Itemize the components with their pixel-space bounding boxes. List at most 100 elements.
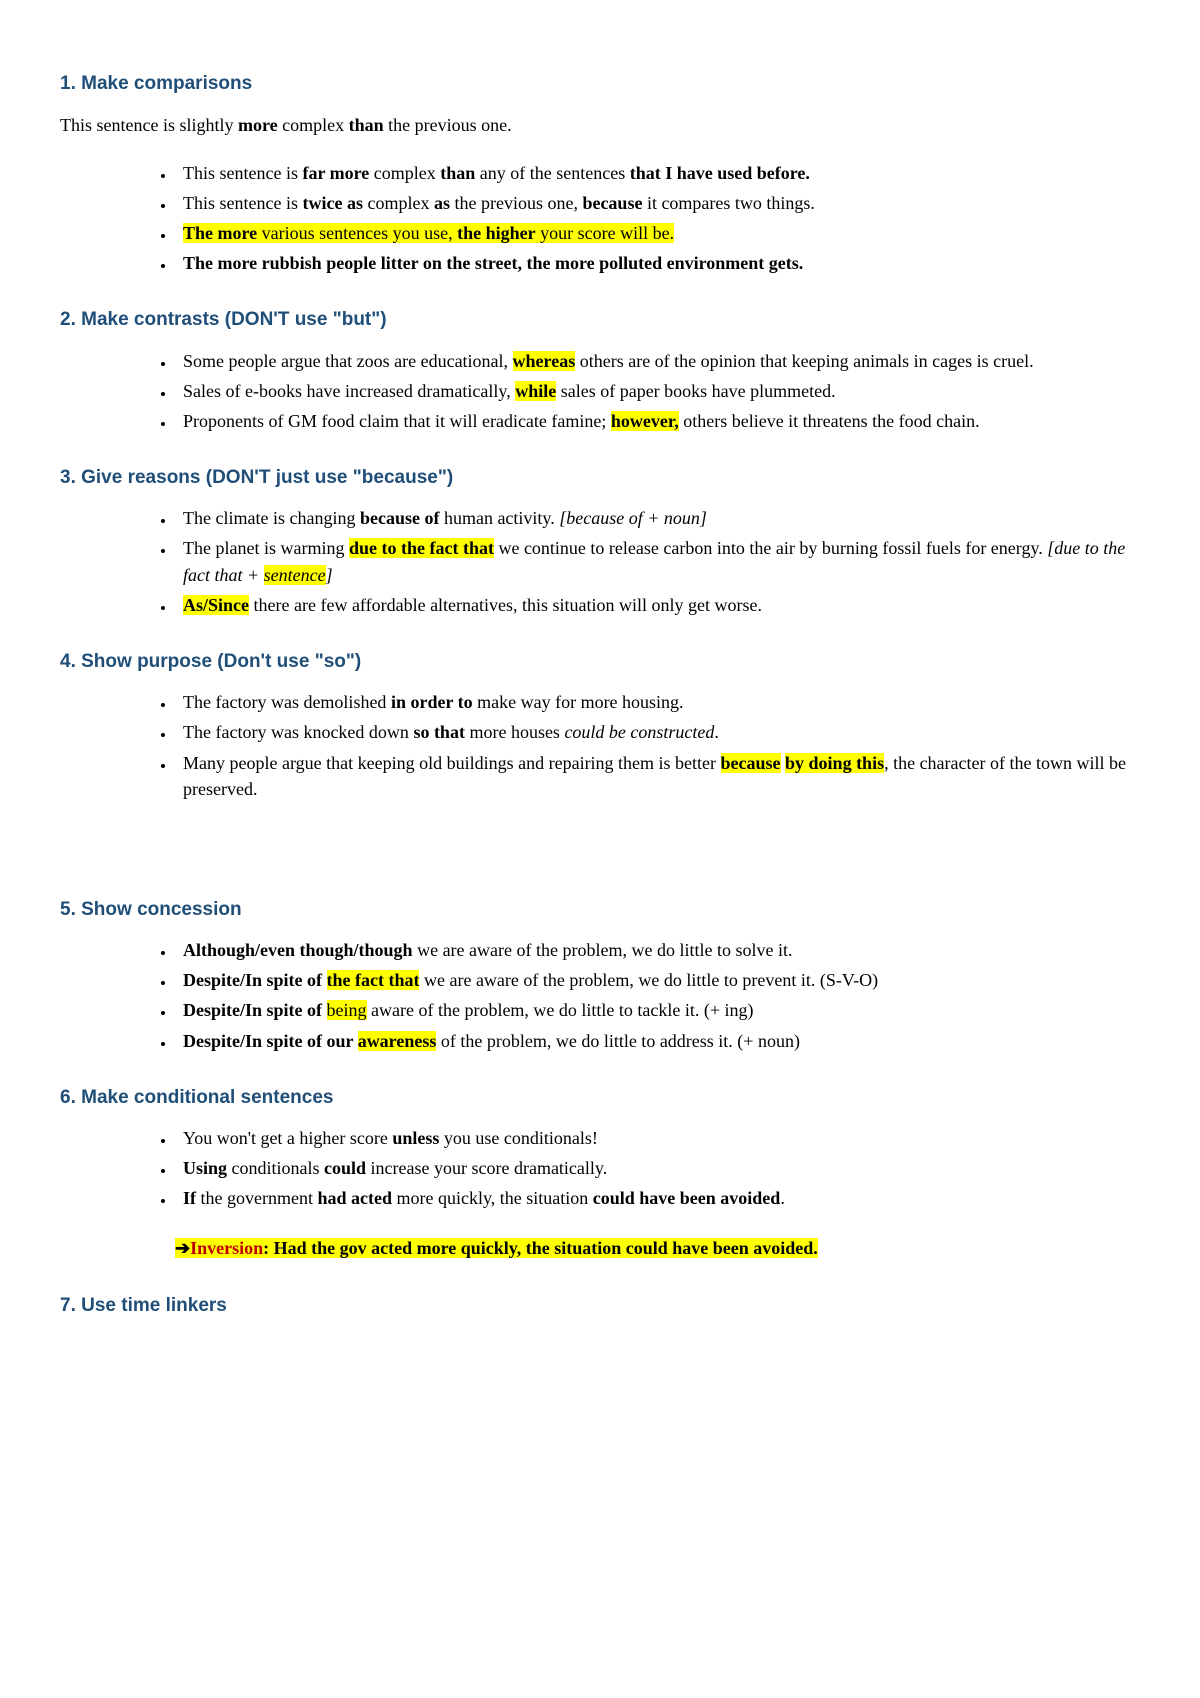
bold: had acted	[317, 1188, 392, 1208]
text: Sales of e-books have increased dramatic…	[183, 381, 515, 401]
list-item: Proponents of GM food claim that it will…	[175, 408, 1140, 434]
bold: The more	[183, 223, 257, 243]
text: Proponents of GM food claim that it will…	[183, 411, 611, 431]
section-5-list: Although/even though/though we are aware…	[60, 937, 1140, 1053]
bold: that I have used before.	[630, 163, 810, 183]
text: The planet is warming	[183, 538, 349, 558]
bold: :	[263, 1238, 274, 1258]
section-3-title: 3. Give reasons (DON'T just use "because…	[60, 464, 1140, 492]
highlight: ➔Inversion: Had the gov acted more quick…	[175, 1238, 818, 1258]
section-6-title: 6. Make conditional sentences	[60, 1084, 1140, 1112]
list-item: Sales of e-books have increased dramatic…	[175, 378, 1140, 404]
bold: Despite/In spite of	[183, 970, 327, 990]
section-1-lead: This sentence is slightly more complex t…	[60, 112, 1140, 138]
bold: Despite/In spite of our	[183, 1031, 358, 1051]
highlight-bold: because	[721, 753, 781, 773]
section-4-list: The factory was demolished in order to m…	[60, 689, 1140, 801]
bold: because of	[360, 508, 440, 528]
arrow-icon: ➔	[175, 1238, 190, 1258]
text: aware of the problem, we do little to ta…	[367, 1000, 754, 1020]
bold: the higher	[457, 223, 536, 243]
list-item: The factory was knocked down so that mor…	[175, 719, 1140, 745]
text: This sentence is slightly	[60, 115, 238, 135]
bold: The more rubbish people litter on the st…	[183, 253, 803, 273]
text: sales of paper books have plummeted.	[556, 381, 835, 401]
list-item: Some people argue that zoos are educatio…	[175, 348, 1140, 374]
bold: unless	[392, 1128, 439, 1148]
text: it compares two things.	[642, 193, 814, 213]
text: .	[780, 1188, 785, 1208]
highlight: sentence	[264, 565, 326, 585]
bold: If	[183, 1188, 196, 1208]
text: You won't get a higher score	[183, 1128, 392, 1148]
text: there are few affordable alternatives, t…	[249, 595, 762, 615]
highlight-bold: by doing this	[785, 753, 884, 773]
bold: so that	[413, 722, 465, 742]
text: complex	[363, 193, 434, 213]
italic: could be constructed	[564, 722, 714, 742]
text: we are aware of the problem, we do littl…	[413, 940, 793, 960]
bold: far more	[302, 163, 369, 183]
highlight-bold: while	[515, 381, 556, 401]
text: Many people argue that keeping old build…	[183, 753, 721, 773]
text: Some people argue that zoos are educatio…	[183, 351, 513, 371]
list-item: As/Since there are few affordable altern…	[175, 592, 1140, 618]
text: the previous one,	[450, 193, 582, 213]
text: of the problem, we do little to address …	[436, 1031, 800, 1051]
bold: than	[349, 115, 384, 135]
text: complex	[369, 163, 440, 183]
highlight-bold: whereas	[513, 351, 576, 371]
spacer	[60, 820, 1140, 866]
section-1-list: This sentence is far more complex than a…	[60, 160, 1140, 276]
highlight-bold: the fact that	[327, 970, 420, 990]
list-item: Despite/In spite of being aware of the p…	[175, 997, 1140, 1023]
section-2-list: Some people argue that zoos are educatio…	[60, 348, 1140, 434]
bold: Despite/In spite of	[183, 1000, 327, 1020]
inversion-note: ➔Inversion: Had the gov acted more quick…	[175, 1235, 1140, 1261]
bold: Although/even though/though	[183, 940, 413, 960]
text: we are aware of the problem, we do littl…	[419, 970, 878, 990]
list-item: If the government had acted more quickly…	[175, 1185, 1140, 1211]
text: your score will be.	[536, 223, 674, 243]
section-7-title: 7. Use time linkers	[60, 1292, 1140, 1320]
bold: twice as	[302, 193, 362, 213]
text: the government	[196, 1188, 317, 1208]
list-item: You won't get a higher score unless you …	[175, 1125, 1140, 1151]
section-4-title: 4. Show purpose (Don't use "so")	[60, 648, 1140, 676]
highlight: being	[327, 1000, 367, 1020]
bold: could have been avoided	[593, 1188, 781, 1208]
section-5-title: 5. Show concession	[60, 896, 1140, 924]
highlight-bold: awareness	[358, 1031, 437, 1051]
list-item: Despite/In spite of the fact that we are…	[175, 967, 1140, 993]
list-item: Using conditionals could increase your s…	[175, 1155, 1140, 1181]
highlight: The more various sentences you use, the …	[183, 223, 674, 243]
text: more quickly, the situation	[392, 1188, 593, 1208]
bold: Using	[183, 1158, 227, 1178]
text: conditionals	[227, 1158, 324, 1178]
italic: [because of + noun]	[559, 508, 707, 528]
text: human activity.	[439, 508, 559, 528]
inversion-label: Inversion	[190, 1238, 263, 1258]
text: we continue to release carbon into the a…	[494, 538, 1047, 558]
section-1-title: 1. Make comparisons	[60, 70, 1140, 98]
list-item: The more rubbish people litter on the st…	[175, 250, 1140, 276]
text: various sentences you use,	[257, 223, 457, 243]
text: The factory was knocked down	[183, 722, 413, 742]
highlight-bold: due to the fact that	[349, 538, 494, 558]
text: This sentence is	[183, 193, 302, 213]
bold: in order to	[391, 692, 473, 712]
text: complex	[278, 115, 349, 135]
text: The climate is changing	[183, 508, 360, 528]
bold: than	[440, 163, 475, 183]
text: make way for more housing.	[473, 692, 684, 712]
bold: could	[324, 1158, 366, 1178]
section-3-list: The climate is changing because of human…	[60, 505, 1140, 617]
text: more houses	[465, 722, 564, 742]
bold: because	[582, 193, 642, 213]
list-item: Although/even though/though we are aware…	[175, 937, 1140, 963]
list-item: This sentence is twice as complex as the…	[175, 190, 1140, 216]
list-item: The climate is changing because of human…	[175, 505, 1140, 531]
list-item: Many people argue that keeping old build…	[175, 750, 1140, 802]
bold: Had the gov acted more quickly, the situ…	[274, 1238, 818, 1258]
highlight-bold: As/Since	[183, 595, 249, 615]
